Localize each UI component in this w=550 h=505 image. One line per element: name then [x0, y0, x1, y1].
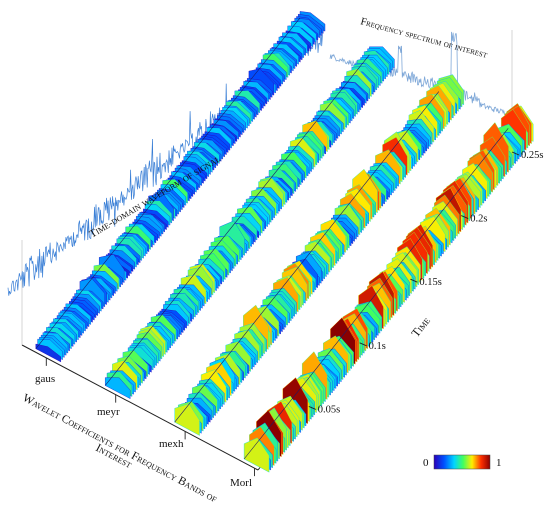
colorbar-min-label: 0	[423, 457, 429, 469]
ridge-Morl	[243, 103, 534, 473]
time-tick	[410, 278, 418, 283]
ridge-slice-Morl	[243, 437, 270, 473]
time-axis: 0.05s 0.1s 0.15s 0.2s 0.25s	[308, 150, 543, 415]
ridge-slice-meyr	[105, 377, 131, 400]
ridge-base-gaus	[35, 17, 301, 349]
category-label-gaus: gaus	[35, 373, 55, 385]
category-axis: gaus meyr mexh Morl	[35, 357, 255, 489]
colorbar-max-label: 1	[496, 457, 502, 469]
ridge-mexh	[174, 74, 464, 436]
ridge-meyr	[105, 46, 395, 400]
time-tick-label: 0.15s	[419, 277, 441, 288]
time-tick	[511, 151, 520, 156]
category-label-meyr: meyr	[97, 406, 120, 418]
time-tick	[359, 342, 367, 347]
time-tick-label: 0.05s	[318, 404, 340, 415]
ridge-base-mexh	[174, 91, 440, 423]
ridge-slice-gaus	[35, 343, 61, 363]
time-tick	[308, 405, 316, 410]
time-tick-label: 0.2s	[470, 214, 487, 225]
category-label-Morl: Morl	[230, 477, 252, 489]
wavelet-ridges	[35, 11, 534, 473]
time-tick-label: 0.25s	[521, 150, 543, 161]
ridge-gaus	[35, 11, 326, 363]
front-axis-line	[21, 344, 259, 471]
ridge-base-Morl	[243, 128, 509, 460]
ridge-base-meyr	[105, 54, 370, 386]
time-tick	[461, 215, 469, 220]
colorbar: 0 1	[423, 454, 502, 470]
time-axis-label: Time	[408, 314, 433, 340]
ridge-slice-mexh	[174, 403, 200, 436]
time-tick-label: 0.1s	[369, 341, 386, 352]
colorbar-gradient	[433, 454, 491, 470]
category-label-mexh: mexh	[159, 438, 184, 450]
